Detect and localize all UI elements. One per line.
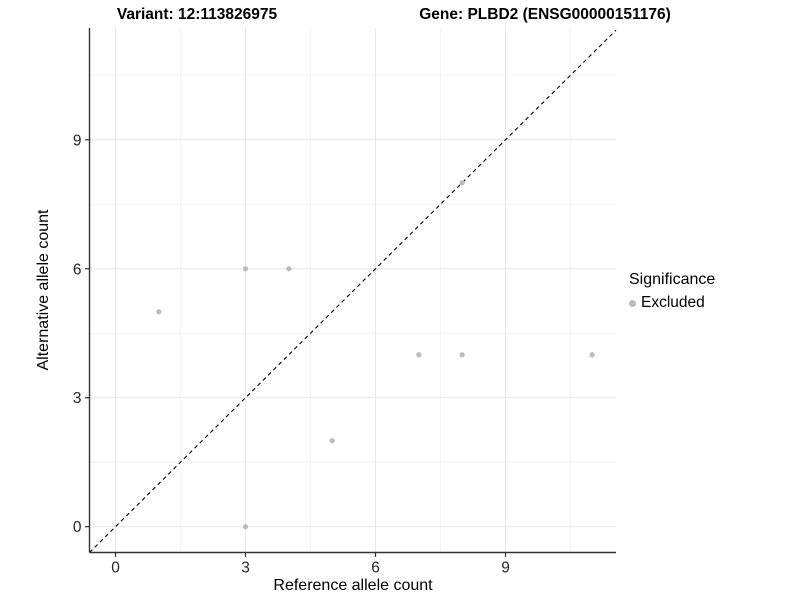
legend-item-excluded: Excluded: [629, 294, 715, 312]
y-tick-label: 0: [73, 519, 82, 536]
x-tick-label: 9: [501, 560, 510, 577]
y-tick-label: 9: [73, 132, 82, 149]
data-point: [156, 309, 162, 315]
data-point: [242, 524, 249, 530]
legend: Significance Excluded: [629, 271, 715, 312]
plot-title-gene: Gene: PLBD2 (ENSG00000151176): [419, 6, 671, 23]
y-tick-label: 3: [73, 390, 82, 407]
data-point: [329, 438, 335, 444]
y-tick-label: 6: [73, 261, 82, 278]
x-tick-label: 3: [241, 560, 250, 577]
legend-item-label: Excluded: [641, 294, 705, 311]
data-point: [416, 352, 422, 358]
x-tick-label: 6: [371, 560, 380, 577]
data-point: [286, 266, 292, 272]
data-point: [589, 352, 595, 358]
data-point: [459, 352, 465, 358]
excluded-point-icon: [629, 299, 636, 307]
data-point: [242, 266, 249, 272]
x-axis-label: Reference allele count: [273, 577, 433, 594]
x-tick-label: 0: [111, 560, 120, 577]
data-point: [459, 180, 465, 186]
legend-title: Significance: [629, 271, 716, 288]
identity-dashed-line: [89, 29, 617, 553]
plot-title-variant: Variant: 12:113826975: [116, 6, 278, 23]
